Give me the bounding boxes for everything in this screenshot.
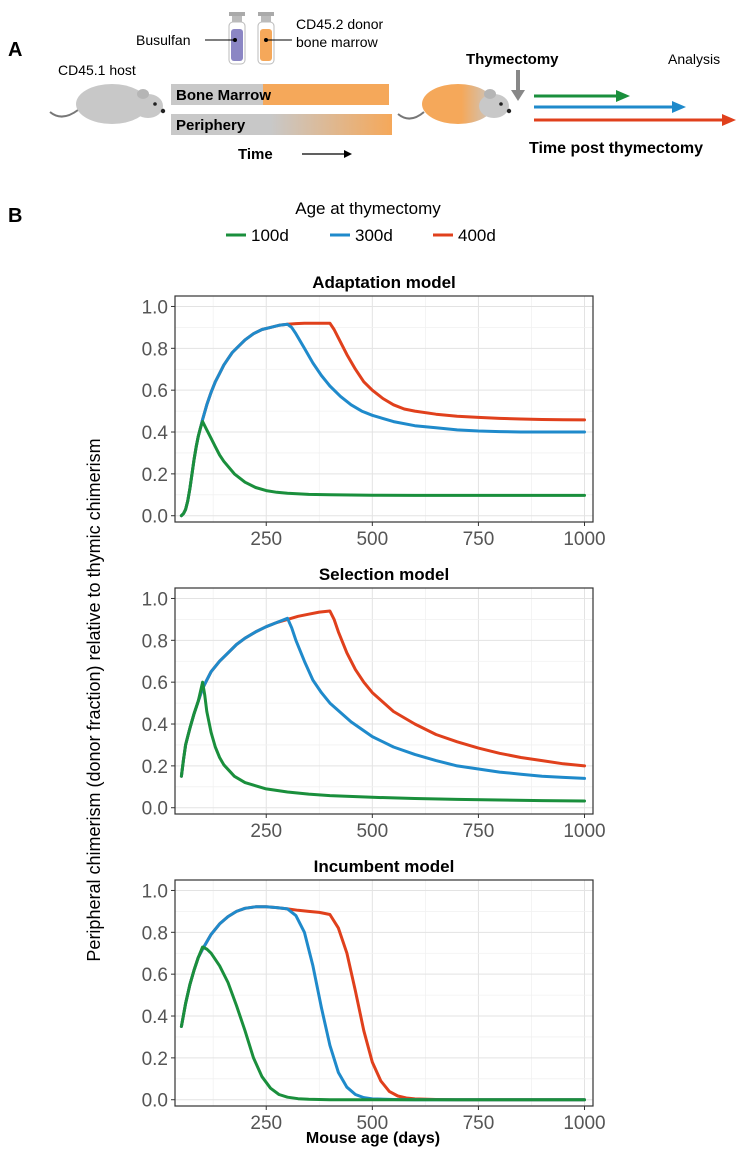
selection-model-ytick-label: 1.0 <box>142 589 168 610</box>
selection-model-ytick-label: 0.4 <box>142 715 169 736</box>
incumbent-model-xtick-label: 250 <box>250 1113 282 1134</box>
time-label: Time <box>238 146 273 163</box>
selection-model-xtick-label: 250 <box>250 821 282 842</box>
busulfan-label: Busulfan <box>136 32 190 48</box>
legend-item-400d: 400d <box>433 226 496 245</box>
periphery-bar <box>171 114 392 135</box>
panel-b-letter: B <box>8 205 22 227</box>
adaptation-model-xtick-label: 750 <box>463 529 495 550</box>
incumbent-model-frame <box>174 879 594 1107</box>
incumbent-model-ytick-label: 0.0 <box>142 1091 168 1112</box>
thymectomy-arrow-icon <box>511 70 525 101</box>
adaptation-model-title: Adaptation model <box>312 273 456 292</box>
donor-label-line2: bone marrow <box>296 34 379 50</box>
selection-model-ytick-label: 0.8 <box>142 631 168 652</box>
adaptation-model-frame <box>174 295 594 523</box>
donor-marrow-vial-icon <box>257 12 275 65</box>
incumbent-model-xtick-label: 1000 <box>563 1113 605 1134</box>
incumbent-model-ytick-label: 0.6 <box>142 965 168 986</box>
incumbent-model-ytick-label: 1.0 <box>142 881 168 902</box>
adaptation-model-series-100d <box>179 420 586 518</box>
adaptation-model-ytick-label: 1.0 <box>142 297 168 318</box>
y-axis-label: Peripheral chimerism (donor fraction) re… <box>84 438 104 961</box>
adaptation-model-ytick-label: 0.2 <box>142 465 168 486</box>
time-post-label: Time post thymectomy <box>529 140 703 157</box>
incumbent-model-ytick-label: 0.4 <box>142 1007 169 1028</box>
chart-adaptation-model: Adaptation model 0.0 0.2 0.4 0.6 0.8 1.0 250 500… <box>142 273 606 550</box>
adaptation-model-ytick-label: 0.4 <box>142 423 169 444</box>
chart-selection-model: Selection model 0.0 0.2 0.4 0.6 0.8 1.0 250 500 7… <box>142 565 606 842</box>
legend-label-300d: 300d <box>355 226 393 245</box>
selection-model-ytick-label: 0.2 <box>142 757 168 778</box>
host-label: CD45.1 host <box>58 62 136 78</box>
legend-label-400d: 400d <box>458 226 496 245</box>
selection-model-xtick-label: 500 <box>356 821 388 842</box>
bone-marrow-label: Bone Marrow <box>176 87 271 104</box>
adaptation-model-plot-area <box>175 296 593 522</box>
incumbent-model-ytick-label: 0.2 <box>142 1049 168 1070</box>
selection-model-ytick-label: 0.6 <box>142 673 168 694</box>
selection-model-frame <box>174 587 594 815</box>
donor-leader-dot <box>264 38 268 42</box>
adaptation-model-xtick-label: 1000 <box>563 529 605 550</box>
selection-model-xtick-label: 750 <box>463 821 495 842</box>
legend-label-100d: 100d <box>251 226 289 245</box>
selection-model-ytick-label: 0.0 <box>142 799 168 820</box>
thymectomy-label: Thymectomy <box>466 51 559 68</box>
arrow-400d-icon <box>534 114 736 126</box>
selection-model-title: Selection model <box>319 565 449 584</box>
chart-incumbent-model: Incumbent model 0.0 0.2 0.4 0.6 0.8 1.0 250 500 7… <box>142 857 606 1134</box>
legend-title: Age at thymectomy <box>295 199 441 218</box>
selection-model-xtick-label: 1000 <box>563 821 605 842</box>
arrow-300d-icon <box>534 101 686 113</box>
panel-a-letter: A <box>8 39 22 61</box>
analysis-label: Analysis <box>668 51 720 67</box>
incumbent-model-xtick-label: 750 <box>463 1113 495 1134</box>
adaptation-model-ytick-label: 0.0 <box>142 507 168 528</box>
incumbent-model-plot-area <box>175 880 593 1106</box>
adaptation-model-xtick-label: 250 <box>250 529 282 550</box>
selection-model-series-100d <box>179 680 586 803</box>
donor-label-line1: CD45.2 donor <box>296 16 384 32</box>
incumbent-model-title: Incumbent model <box>314 857 455 876</box>
incumbent-model-series-100d <box>179 945 586 1102</box>
busulfan-vial-icon <box>228 12 246 65</box>
adaptation-model-ytick-label: 0.6 <box>142 381 168 402</box>
chimeric-mouse-icon <box>397 84 512 124</box>
adaptation-model-xtick-label: 500 <box>356 529 388 550</box>
x-axis-label: Mouse age (days) <box>306 1130 440 1147</box>
host-mouse-icon <box>49 84 166 124</box>
incumbent-model-ytick-label: 0.8 <box>142 923 168 944</box>
incumbent-model-xtick-label: 500 <box>356 1113 388 1134</box>
busulfan-leader-dot <box>233 38 237 42</box>
selection-model-plot-area <box>175 588 593 814</box>
bone-marrow-bar <box>171 84 389 105</box>
time-arrow-icon <box>302 150 352 158</box>
periphery-label: Periphery <box>176 117 246 134</box>
legend-item-300d: 300d <box>330 226 393 245</box>
legend-item-100d: 100d <box>226 226 289 245</box>
adaptation-model-ytick-label: 0.8 <box>142 339 168 360</box>
arrow-100d-icon <box>534 90 630 102</box>
